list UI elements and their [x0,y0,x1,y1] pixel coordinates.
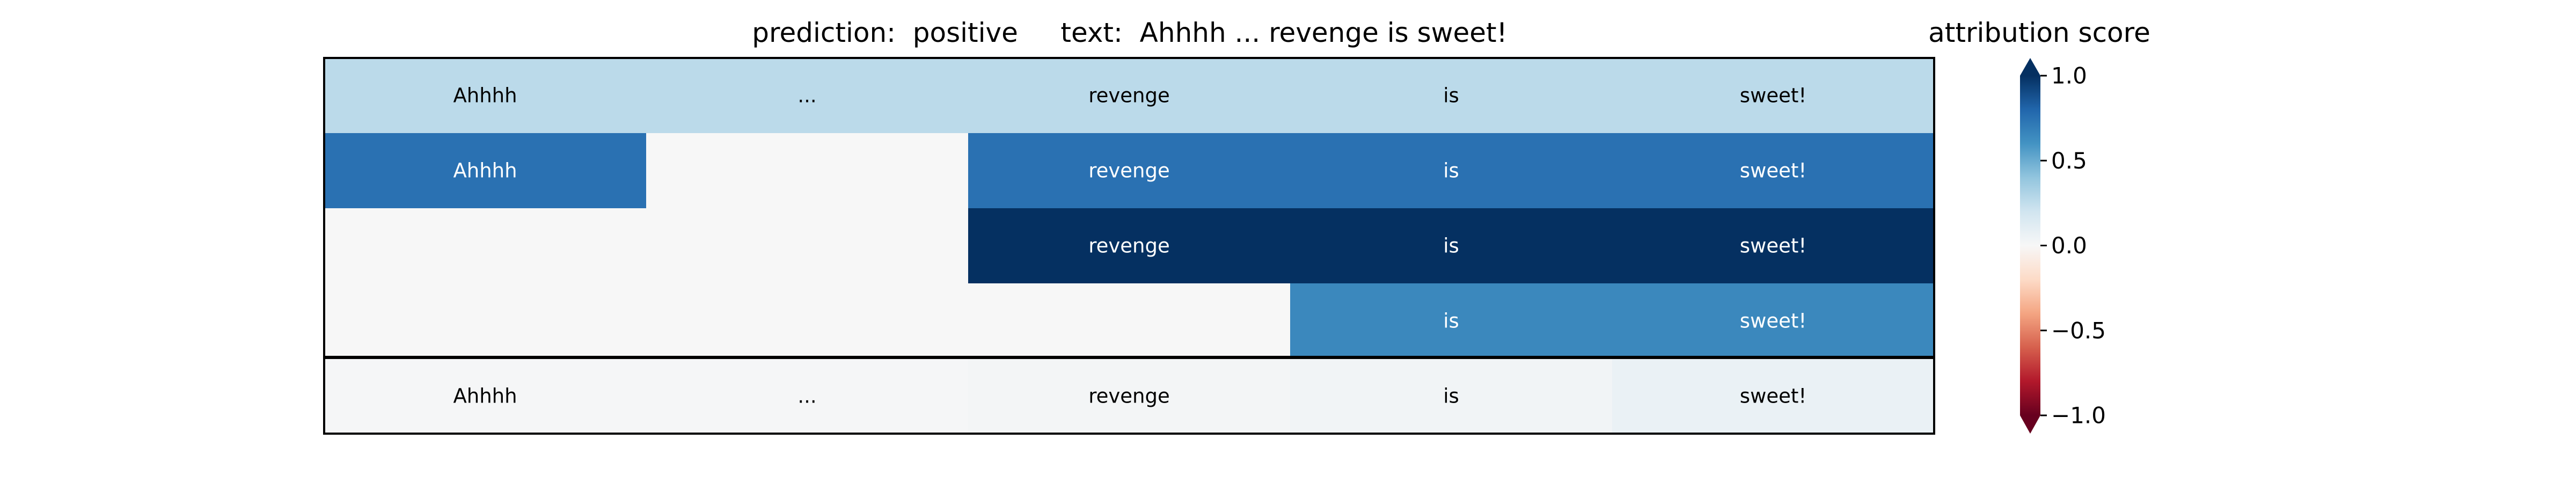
chart-title: prediction: positive text: Ahhhh ... rev… [752,17,1507,48]
summary-cell [1290,358,1613,434]
cell-label: Ahhhh [453,159,517,182]
cell-label: is [1443,84,1459,107]
colorbar: attribution score 1.0 0.5 0.0 −0.5 −1.0 [1928,17,2150,434]
summary-cell [324,358,647,434]
cell-label: sweet! [1740,84,1806,107]
summary-cell [968,358,1291,434]
summary-cell-label: sweet! [1740,385,1806,408]
colorbar-tick-label: −1.0 [2051,402,2106,429]
summary-cell-label: ... [797,385,816,408]
cell-label: is [1443,159,1459,182]
colorbar-title: attribution score [1928,17,2150,48]
heatmap-cell [1612,208,1935,284]
heatmap-cell [1290,133,1613,209]
colorbar-tick-label: 0.5 [2051,148,2087,174]
cell-label: revenge [1088,84,1170,107]
colorbar-extend-bottom [2020,415,2040,434]
heatmap-cell [1612,58,1935,134]
colorbar-tick-label: 1.0 [2051,63,2087,89]
heatmap-cell [324,133,647,209]
summary-cell [646,358,969,434]
heatmap-frame [323,57,1935,435]
colorbar-tick-label: 0.0 [2051,232,2087,259]
heatmap-cell [968,208,1291,284]
cell-label: Ahhhh [453,84,517,107]
cell-label: ... [797,84,816,107]
cell-label: sweet! [1740,235,1806,258]
cell-label: sweet! [1740,310,1806,333]
summary-cell [1612,358,1935,434]
heatmap-cell [1290,208,1613,284]
heatmap-cell [646,133,969,209]
heatmap-cell-labels: Ahhhh... revenge is sweet! Ahhhh revenge is swe… [453,84,1806,408]
heatmap-cell [646,58,969,134]
heatmap-cell [968,283,1291,359]
heatmap-cells [324,58,1935,434]
heatmap-cell [324,58,647,134]
cell-label: revenge [1088,235,1170,258]
colorbar-extend-top [2020,58,2040,76]
summary-cell-label: is [1443,385,1459,408]
heatmap-cell [1290,58,1613,134]
heatmap-cell [1612,133,1935,209]
cell-label: sweet! [1740,159,1806,182]
heatmap-cell [1290,283,1613,359]
colorbar-tick-label: −0.5 [2051,317,2106,343]
heatmap-cell [1612,283,1935,359]
cell-label: is [1443,235,1459,258]
heatmap-cell [968,133,1291,209]
heatmap-cell [646,208,969,284]
heatmap-cell [324,283,647,359]
summary-cell-label: revenge [1088,385,1170,408]
heatmap-cell [646,283,969,359]
heatmap-cell [324,208,647,284]
cell-label: is [1443,310,1459,333]
colorbar-gradient [2020,76,2040,415]
colorbar-ticks: 1.0 0.5 0.0 −0.5 −1.0 [2040,63,2106,429]
summary-cell-label: Ahhhh [453,385,517,408]
heatmap-cell [968,58,1291,134]
cell-label: revenge [1088,159,1170,182]
